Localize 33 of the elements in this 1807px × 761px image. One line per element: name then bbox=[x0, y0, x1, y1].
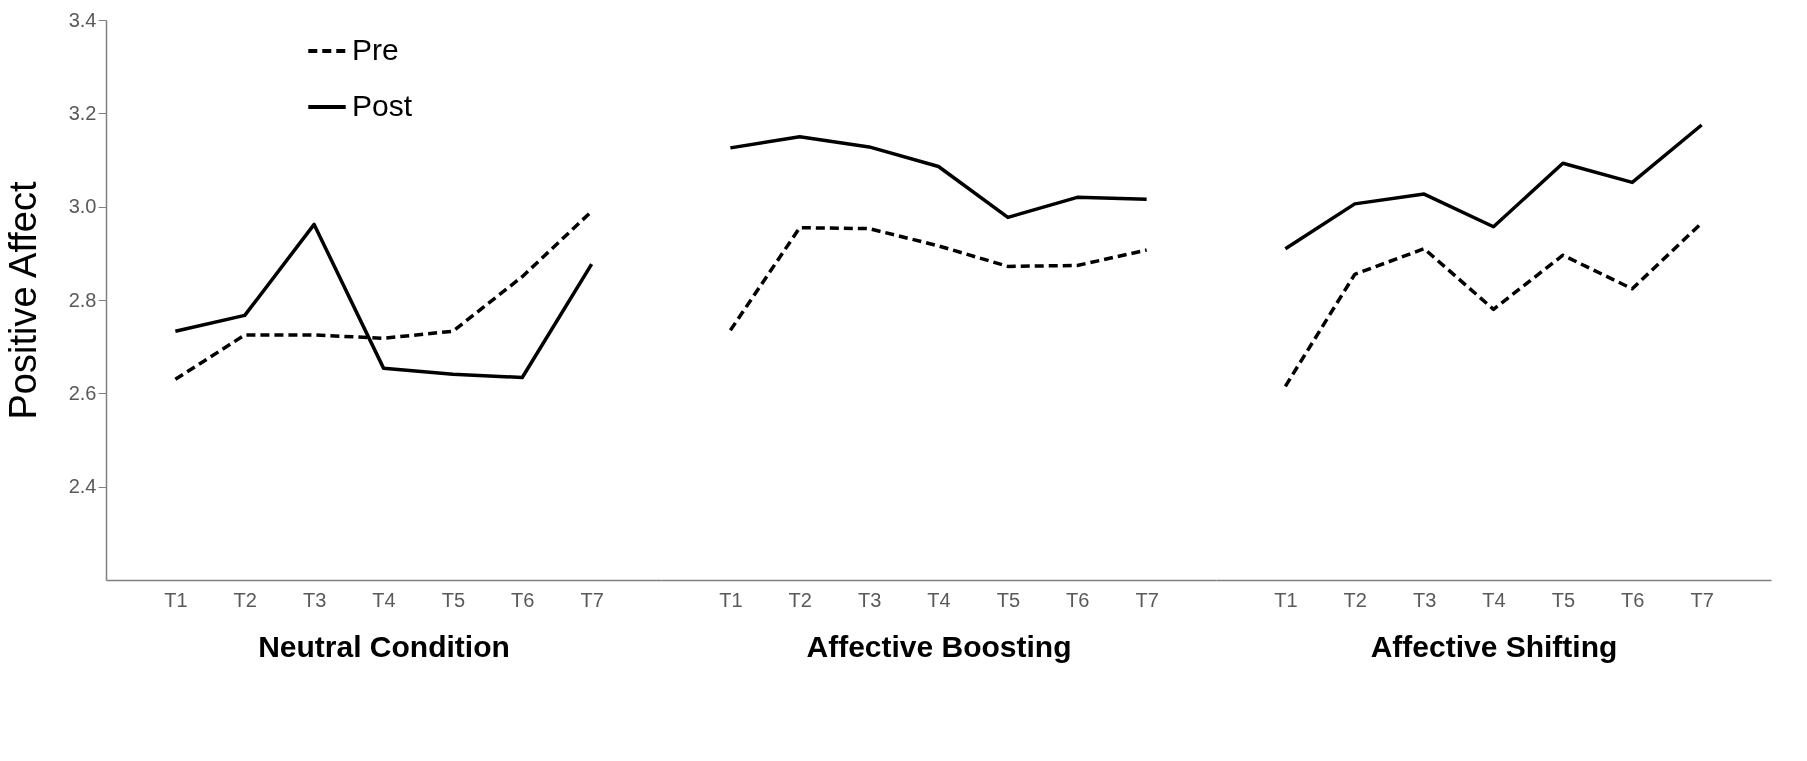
y-tick-label: 2.8 bbox=[68, 288, 97, 311]
x-tick-label: T1 bbox=[719, 588, 743, 611]
x-tick-label: T6 bbox=[1621, 588, 1645, 611]
x-axis-title: Affective Boosting bbox=[806, 629, 1072, 663]
y-tick-label: 3.0 bbox=[68, 195, 97, 218]
x-tick-label: T7 bbox=[1690, 588, 1714, 611]
x-tick-label: T7 bbox=[580, 588, 604, 611]
y-tick-label: 2.4 bbox=[68, 475, 97, 498]
x-tick-label: T5 bbox=[1551, 588, 1576, 611]
y-tick-label: 2.6 bbox=[68, 381, 97, 404]
x-tick-label: T7 bbox=[1135, 588, 1159, 611]
x-tick-label: T4 bbox=[927, 588, 951, 611]
x-tick-label: T5 bbox=[441, 588, 466, 611]
x-axis-title: Affective Shifting bbox=[1370, 629, 1618, 663]
x-tick-label: T1 bbox=[1274, 588, 1298, 611]
legend-label: Pre bbox=[352, 33, 399, 66]
y-tick-label: 3.2 bbox=[68, 101, 97, 124]
x-tick-label: T5 bbox=[996, 588, 1021, 611]
x-tick-label: T6 bbox=[1066, 588, 1090, 611]
x-tick-label: T3 bbox=[857, 588, 882, 611]
y-axis-title: Positive Affect bbox=[1, 181, 44, 420]
x-tick-label: T2 bbox=[233, 588, 257, 611]
x-tick-label: T4 bbox=[372, 588, 396, 611]
x-tick-label: T6 bbox=[511, 588, 535, 611]
legend-label: Post bbox=[352, 89, 413, 122]
y-tick-label: 3.4 bbox=[68, 8, 97, 31]
x-tick-label: T3 bbox=[1412, 588, 1437, 611]
x-tick-label: T1 bbox=[164, 588, 188, 611]
x-tick-label: T4 bbox=[1482, 588, 1506, 611]
x-tick-label: T2 bbox=[1343, 588, 1367, 611]
x-tick-label: T2 bbox=[788, 588, 812, 611]
x-tick-label: T3 bbox=[302, 588, 327, 611]
x-axis-title: Neutral Condition bbox=[258, 629, 510, 663]
